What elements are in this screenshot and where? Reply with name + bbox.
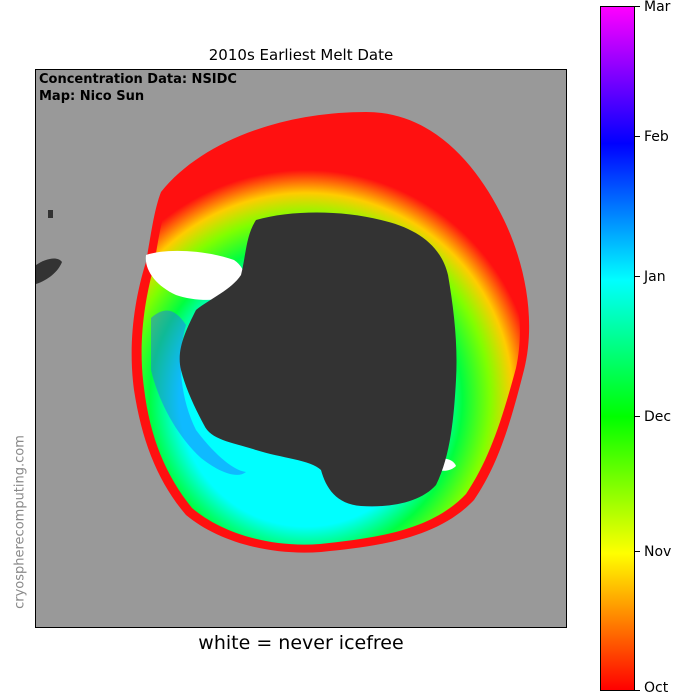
map-caption: white = never icefree [198, 632, 404, 654]
map-credits: Concentration Data: NSIDC Map: Nico Sun [39, 71, 237, 105]
map-panel [35, 69, 567, 628]
colorbar-tick-oct [635, 690, 640, 691]
colorbar-label-mar: Mar [644, 0, 671, 15]
sea-ice-blue-band [151, 310, 246, 475]
map-title: 2010s Earliest Melt Date [208, 46, 394, 64]
colorbar-label-nov: Nov [644, 544, 672, 560]
colorbar-label-oct: Oct [644, 680, 669, 696]
antarctica-landmass [179, 212, 457, 507]
colorbar-label-feb: Feb [644, 129, 669, 145]
colorbar-label-jan: Jan [644, 269, 666, 285]
ice-shelf-white [145, 250, 245, 300]
land-patch-west [36, 258, 62, 284]
colorbar-tick-dec [635, 416, 640, 417]
credit-map-author: Map: Nico Sun [39, 89, 145, 104]
colorbar-tick-jan [635, 276, 640, 277]
colorbar [600, 6, 635, 691]
colorbar-tick-nov [635, 551, 640, 552]
watermark-text: cryospherecomputing.com [12, 435, 28, 609]
antarctica-map [36, 70, 566, 627]
colorbar-tick-mar [635, 6, 640, 7]
land-dot [48, 210, 53, 218]
credit-data-source: Concentration Data: NSIDC [39, 72, 237, 87]
colorbar-tick-feb [635, 136, 640, 137]
colorbar-label-dec: Dec [644, 409, 672, 425]
